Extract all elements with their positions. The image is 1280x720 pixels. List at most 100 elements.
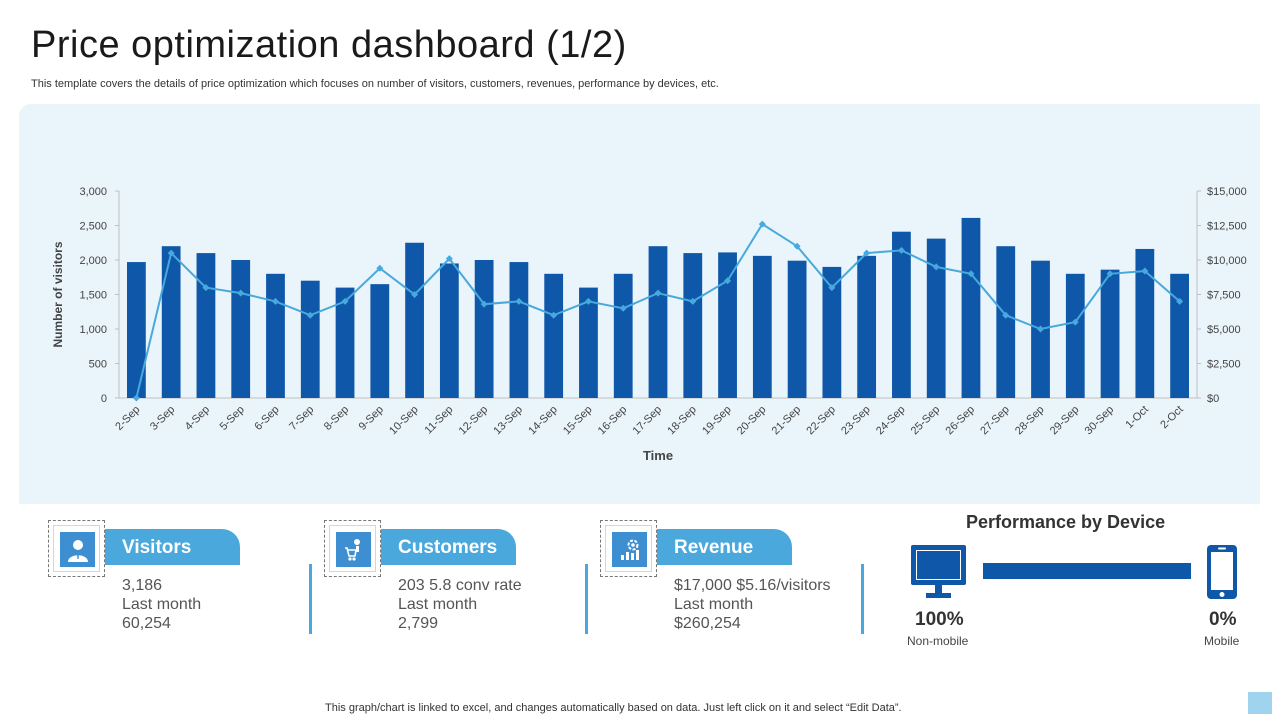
visitors-bar xyxy=(544,273,564,398)
x-tick-label: 9-Sep xyxy=(357,404,386,433)
x-tick-label: 23-Sep xyxy=(839,404,873,438)
non-mobile-label: Non-mobile xyxy=(907,634,969,648)
kpi-total: $260,254 xyxy=(674,615,741,632)
kpi-card-revenue: Revenue $17,000 $5.16/visitors Last mont… xyxy=(600,520,870,660)
mobile-label: Mobile xyxy=(1204,634,1240,648)
revenue-point xyxy=(445,255,453,263)
revenue-point xyxy=(1037,325,1045,333)
x-tick-label: 19-Sep xyxy=(700,404,734,438)
x-tick-label: 18-Sep xyxy=(665,404,699,438)
revenue-point xyxy=(550,311,558,319)
visitors-bar xyxy=(822,266,842,398)
x-tick-label: 10-Sep xyxy=(387,404,421,438)
y2-tick-label: $12,500 xyxy=(1207,221,1247,233)
device-share-bar xyxy=(983,563,1191,579)
revenue-point xyxy=(480,300,488,308)
visitors-bar xyxy=(161,246,181,398)
visitors-bar xyxy=(1135,248,1155,398)
x-tick-label: 30-Sep xyxy=(1083,404,1117,438)
x-tick-label: 12-Sep xyxy=(457,404,491,438)
y-tick-label: 1,500 xyxy=(79,290,107,302)
x-tick-label: 4-Sep xyxy=(183,404,212,433)
visitors-bar xyxy=(300,280,320,398)
x-tick-label: 27-Sep xyxy=(978,404,1012,438)
visitors-bar xyxy=(683,253,703,398)
monitor-icon xyxy=(911,545,966,598)
y-tick-label: 1,000 xyxy=(79,324,107,336)
performance-title: Performance by Device xyxy=(966,512,1166,532)
kpi-value: 203 5.8 conv rate xyxy=(398,577,522,594)
y-axis-title: Number of visitors xyxy=(51,241,65,347)
x-tick-label: 1-Oct xyxy=(1123,404,1151,432)
revenue-point xyxy=(793,242,801,250)
visitors-bar xyxy=(648,246,668,398)
visitors-bar xyxy=(787,260,807,398)
y2-tick-label: $0 xyxy=(1207,393,1219,405)
x-tick-label: 22-Sep xyxy=(804,404,838,438)
revenue-point xyxy=(689,297,697,305)
kpi-total: 2,799 xyxy=(398,615,439,632)
revenue-point xyxy=(376,264,384,272)
y2-tick-label: $15,000 xyxy=(1207,186,1247,198)
revenue-point xyxy=(1106,270,1114,278)
kpi-period: Last month xyxy=(398,596,478,613)
visitors-bar xyxy=(196,253,216,398)
y2-tick-label: $2,500 xyxy=(1207,359,1241,371)
revenue-point xyxy=(863,249,871,257)
x-tick-label: 13-Sep xyxy=(491,404,525,438)
kpi-icon-frame xyxy=(324,520,381,577)
x-tick-label: 11-Sep xyxy=(422,404,455,437)
kpi-icon-frame xyxy=(600,520,657,577)
visitors-bar xyxy=(266,273,285,398)
visitors-revenue-chart[interactable]: 0 500 1,000 1,500 2,000 2,500 3,000 $0 $2,500 $5,… xyxy=(19,104,1260,504)
y-tick-label: 2,500 xyxy=(79,221,107,233)
non-mobile-percent: 100% xyxy=(915,609,964,630)
visitors-bar xyxy=(579,287,598,398)
visitors-bar xyxy=(718,252,737,398)
visitors-bar xyxy=(926,238,946,398)
revenue-point xyxy=(1176,297,1184,305)
revenue-point xyxy=(237,289,245,297)
kpi-period: Last month xyxy=(122,596,202,613)
footer-note: This graph/chart is linked to excel, and… xyxy=(325,702,902,714)
revenue-point xyxy=(271,297,279,305)
y-tick-label: 500 xyxy=(89,359,107,371)
y2-tick-label: $7,500 xyxy=(1207,290,1241,302)
visitors-bar xyxy=(613,273,633,398)
x-tick-label: 8-Sep xyxy=(322,404,351,433)
y2-tick-label: $10,000 xyxy=(1207,255,1247,267)
x-tick-label: 7-Sep xyxy=(287,404,316,433)
x-tick-label: 29-Sep xyxy=(1048,404,1082,438)
revenue-point xyxy=(132,394,140,402)
mobile-icon xyxy=(1207,545,1237,599)
x-tick-label: 5-Sep xyxy=(218,404,247,433)
x-tick-label: 25-Sep xyxy=(909,404,943,438)
kpi-card-visitors: Visitors 3,186 Last month 60,254 xyxy=(48,520,318,660)
x-tick-label: 24-Sep xyxy=(874,404,908,438)
growth-icon xyxy=(620,539,639,560)
kpi-title: Revenue xyxy=(657,529,792,565)
revenue-point xyxy=(619,304,627,312)
y-tick-label: 3,000 xyxy=(79,186,107,198)
kpi-icon-frame xyxy=(48,520,105,577)
x-tick-label: 28-Sep xyxy=(1013,404,1047,438)
y-tick-label: 0 xyxy=(101,393,107,405)
visitors-bar xyxy=(370,284,390,398)
visitors-bar xyxy=(474,260,494,398)
revenue-point xyxy=(202,284,210,292)
kpi-value: $17,000 $5.16/visitors xyxy=(674,577,831,594)
corner-decoration xyxy=(1248,692,1272,714)
visitors-bar xyxy=(752,255,772,398)
mobile-percent: 0% xyxy=(1209,609,1237,630)
revenue-point xyxy=(1141,267,1149,275)
revenue-point xyxy=(1002,311,1010,319)
revenue-point xyxy=(967,270,975,278)
page-subtitle: This template covers the details of pric… xyxy=(31,78,719,90)
x-tick-label: 3-Sep xyxy=(148,404,177,433)
revenue-point xyxy=(411,291,419,298)
page-title: Price optimization dashboard (1/2) xyxy=(31,24,627,66)
visitors-bar xyxy=(509,262,529,398)
revenue-point xyxy=(1071,318,1079,326)
kpi-value: 3,186 xyxy=(122,577,163,594)
x-tick-label: 6-Sep xyxy=(252,404,281,433)
